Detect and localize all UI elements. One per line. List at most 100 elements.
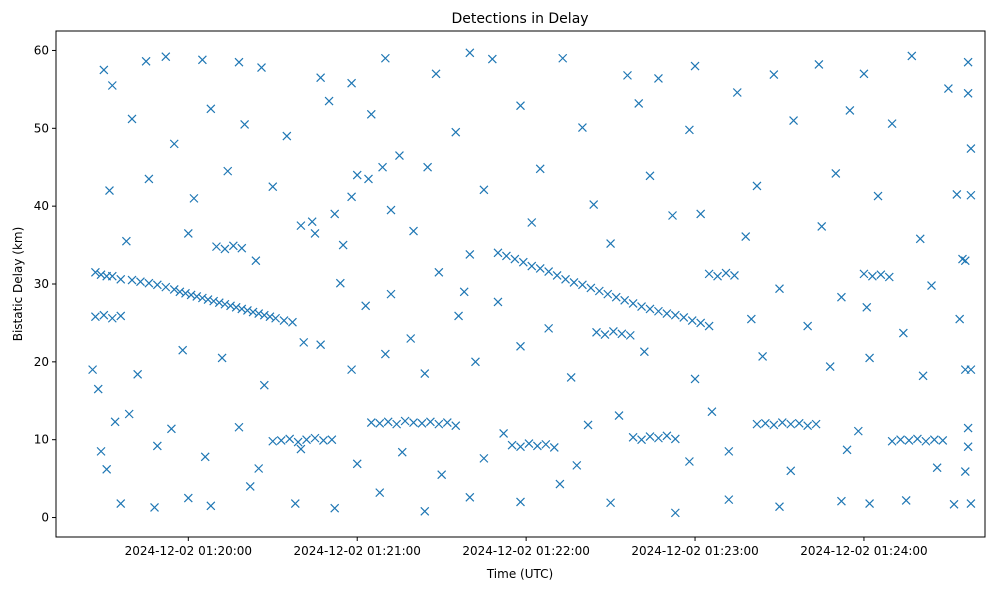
- data-point: [516, 101, 525, 111]
- data-point: [572, 460, 582, 470]
- data-point: [654, 74, 663, 83]
- data-point: [347, 78, 357, 88]
- y-tick-label: 20: [34, 355, 49, 369]
- data-point: [668, 211, 677, 220]
- data-point: [507, 440, 517, 450]
- data-point: [116, 499, 126, 508]
- data-point: [459, 287, 469, 297]
- data-point: [290, 499, 300, 508]
- data-point: [752, 419, 762, 429]
- data-point: [586, 283, 596, 293]
- axes-layer: 2024-12-02 01:20:00 2024-12-02 01:21:00 20…: [34, 43, 928, 558]
- data-point: [943, 84, 953, 94]
- data-point: [786, 466, 796, 476]
- data-point: [183, 493, 193, 503]
- data-point: [150, 502, 159, 512]
- data-point: [963, 442, 973, 452]
- data-point: [628, 299, 638, 308]
- data-point: [96, 270, 106, 280]
- data-point: [293, 437, 303, 447]
- data-point: [245, 481, 255, 491]
- data-point: [684, 125, 694, 135]
- data-point: [524, 439, 534, 449]
- data-point: [614, 411, 624, 420]
- data-point: [929, 435, 939, 445]
- data-point: [516, 497, 525, 507]
- data-point: [161, 52, 171, 62]
- data-point: [639, 347, 649, 357]
- data-point: [99, 310, 109, 320]
- data-point: [896, 435, 905, 445]
- data-point: [561, 274, 570, 284]
- data-point: [383, 417, 393, 427]
- data-point: [670, 434, 680, 444]
- data-point: [544, 267, 554, 276]
- data-point: [544, 323, 554, 333]
- data-point: [107, 271, 117, 281]
- data-point: [966, 499, 976, 508]
- data-point: [175, 287, 185, 297]
- data-point: [527, 261, 537, 271]
- data-point: [690, 374, 700, 384]
- data-point: [178, 345, 188, 355]
- data-point: [465, 492, 475, 502]
- data-point: [254, 464, 264, 473]
- data-point: [721, 268, 731, 278]
- data-point: [209, 296, 219, 306]
- data-point: [862, 302, 872, 312]
- data-point: [88, 365, 98, 375]
- data-point: [251, 256, 261, 266]
- data-point: [400, 416, 410, 426]
- data-point: [853, 426, 863, 436]
- data-point: [386, 205, 396, 215]
- data-point: [243, 306, 252, 315]
- data-point: [121, 236, 131, 246]
- data-point: [662, 309, 672, 319]
- data-point: [732, 88, 742, 97]
- data-point: [276, 436, 286, 445]
- data-point: [769, 420, 779, 430]
- data-point: [259, 310, 269, 320]
- x-tick-label: 2024-12-02 01:24:00: [800, 544, 927, 558]
- data-point: [302, 435, 311, 445]
- data-point: [347, 192, 357, 202]
- data-point: [378, 162, 387, 172]
- data-point: [516, 341, 525, 351]
- data-point: [887, 119, 897, 129]
- data-point: [161, 282, 171, 292]
- data-point: [335, 278, 345, 288]
- data-point: [758, 351, 768, 361]
- data-point: [152, 280, 162, 290]
- data-point: [637, 435, 646, 445]
- data-point: [479, 185, 489, 195]
- data-point: [186, 290, 196, 300]
- data-point: [338, 240, 348, 250]
- data-point: [279, 316, 289, 326]
- data-point: [566, 372, 576, 382]
- data-point: [189, 193, 199, 203]
- data-point: [127, 114, 137, 124]
- y-tick-label: 10: [34, 433, 49, 447]
- data-point: [127, 275, 137, 285]
- data-point: [380, 53, 390, 63]
- data-point: [518, 257, 528, 267]
- data-point: [136, 277, 145, 287]
- data-point: [116, 311, 126, 321]
- data-point: [966, 144, 976, 153]
- y-axis-label: Bistatic Delay (km): [11, 227, 25, 342]
- data-point: [552, 271, 562, 280]
- data-point: [254, 309, 264, 319]
- data-point: [203, 295, 213, 304]
- data-point: [310, 228, 320, 238]
- data-point: [603, 289, 613, 299]
- x-tick-label: 2024-12-02 01:22:00: [462, 544, 589, 558]
- x-axis-label: Time (UTC): [486, 567, 553, 581]
- data-point: [555, 479, 565, 489]
- data-point: [499, 429, 509, 438]
- data-point: [327, 435, 337, 445]
- data-point: [516, 442, 525, 452]
- data-point: [811, 419, 821, 429]
- data-point: [679, 313, 689, 322]
- data-point: [471, 357, 480, 367]
